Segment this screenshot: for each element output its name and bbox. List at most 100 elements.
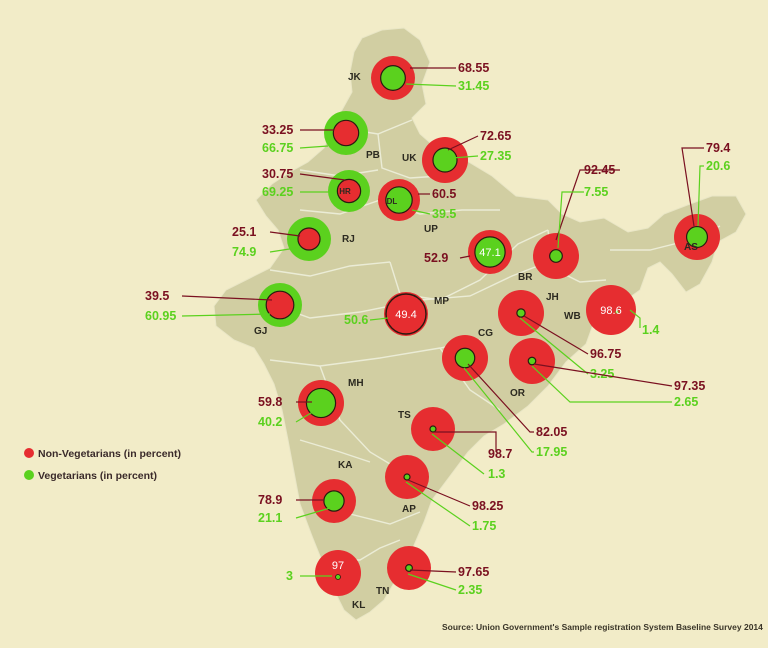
legend-non-veg-label: Non-Vegetarians (in percent) xyxy=(38,448,181,460)
veg-value-up: 47.1 xyxy=(479,247,500,259)
state-code-up: UP xyxy=(424,224,438,235)
veg-leader-br xyxy=(557,191,584,249)
veg-circle-ts xyxy=(429,425,437,433)
state-marker-ka: KA 78.9 21.1 xyxy=(258,460,356,525)
state-code-or: OR xyxy=(510,388,526,399)
non-veg-leader-cg xyxy=(467,363,534,433)
veg-value-mh: 40.2 xyxy=(258,415,282,429)
legend-non-veg-dot xyxy=(24,448,34,458)
state-marker-tn: TN 97.65 2.35 xyxy=(376,546,489,597)
veg-circle-cg xyxy=(454,347,476,369)
non-veg-value-ts: 98.7 xyxy=(488,447,512,461)
non-veg-circle-kl xyxy=(315,550,361,596)
non-veg-leader-hr xyxy=(299,173,346,181)
state-marker-hr: HR 30.75 69.25 xyxy=(262,167,370,212)
non-veg-value-mp: 49.4 xyxy=(395,309,416,321)
non-veg-value-ka: 78.9 xyxy=(258,493,282,507)
state-marker-uk: UK 72.65 27.35 xyxy=(402,129,511,183)
non-veg-value-wb: 98.6 xyxy=(600,305,621,317)
veg-leader-cg xyxy=(463,367,534,453)
non-veg-value-hr: 30.75 xyxy=(262,167,293,181)
state-code-ka: KA xyxy=(338,460,352,471)
veg-value-jh: 3.25 xyxy=(590,367,614,381)
veg-value-ap: 1.75 xyxy=(472,519,496,533)
state-marker-ts: TS 98.7 1.3 xyxy=(398,407,512,481)
non-veg-circle-hr xyxy=(336,178,362,204)
veg-value-hr: 69.25 xyxy=(262,185,293,199)
non-veg-value-gj: 39.5 xyxy=(145,289,169,303)
state-marker-cg: CG 82.05 17.95 xyxy=(442,328,567,459)
non-veg-leader-or xyxy=(533,363,673,387)
veg-circle-uk xyxy=(432,147,458,173)
legend-veg-dot xyxy=(24,470,34,480)
veg-value-br: 7.55 xyxy=(584,185,608,199)
veg-value-mp: 50.6 xyxy=(344,313,368,327)
veg-value-ka: 21.1 xyxy=(258,511,282,525)
veg-circle-br xyxy=(549,249,563,263)
state-code-jk: JK xyxy=(348,72,362,83)
veg-leader-pb xyxy=(299,145,329,149)
non-veg-circle-rj xyxy=(297,227,321,251)
non-veg-leader-gj xyxy=(181,295,273,301)
veg-value-as: 20.6 xyxy=(706,159,730,173)
non-veg-leader-rj xyxy=(269,231,301,237)
state-code-jh: JH xyxy=(546,292,559,303)
veg-leader-dl xyxy=(411,209,431,215)
state-marker-mp: 49.4 MP 50.6 xyxy=(344,292,449,336)
state-code-mh: MH xyxy=(348,378,364,389)
veg-circle-ka xyxy=(323,490,345,512)
state-marker-mh: MH 59.8 40.2 xyxy=(258,378,364,429)
veg-value-dl: 39.5 xyxy=(432,207,456,221)
state-code-hr: HR xyxy=(339,187,351,196)
state-code-ts: TS xyxy=(398,410,411,421)
non-veg-leader-tn xyxy=(409,569,457,573)
non-veg-leader-ts xyxy=(434,431,497,452)
non-veg-leader-ap xyxy=(407,479,471,507)
state-marker-as: AS 79.4 20.6 xyxy=(674,141,730,260)
state-code-tn: TN xyxy=(376,586,389,597)
veg-leader-ka xyxy=(295,507,331,519)
veg-circle-mh xyxy=(305,387,337,419)
veg-leader-or xyxy=(531,365,672,403)
non-veg-value-uk: 72.65 xyxy=(480,129,511,143)
state-marker-dl: DL 60.5 39.5 xyxy=(378,179,456,221)
veg-circle-up xyxy=(474,236,506,268)
veg-leader-jk xyxy=(405,83,457,87)
state-marker-ap: AP 98.25 1.75 xyxy=(385,455,503,533)
non-veg-circle-gj xyxy=(265,290,295,320)
state-code-pb: PB xyxy=(366,150,380,161)
veg-leader-tn xyxy=(407,573,457,591)
veg-leader-ap xyxy=(405,481,471,527)
non-veg-value-as: 79.4 xyxy=(706,141,730,155)
state-marker-jh: JH 96.75 3.25 xyxy=(498,290,621,381)
state-code-dl: DL xyxy=(387,197,398,206)
veg-value-gj: 60.95 xyxy=(145,309,176,323)
state-code-wb: WB xyxy=(564,311,581,322)
non-veg-value-jh: 96.75 xyxy=(590,347,621,361)
non-veg-value-dl: 60.5 xyxy=(432,187,456,201)
non-veg-circle-pb xyxy=(332,119,360,147)
state-code-cg: CG xyxy=(478,328,493,339)
source-note: Source: Union Government's Sample regist… xyxy=(442,622,763,632)
legend: Non-Vegetarians (in percent) Vegetarians… xyxy=(24,448,181,482)
state-markers: JK68.5531.45PB33.2566.75HR30.7569.25UK72… xyxy=(145,56,730,611)
non-veg-value-or: 97.35 xyxy=(674,379,705,393)
non-veg-leader-uk xyxy=(447,135,479,151)
non-veg-leader-as xyxy=(681,147,704,227)
non-veg-value-tn: 97.65 xyxy=(458,565,489,579)
state-marker-pb: PB 33.25 66.75 xyxy=(262,111,380,161)
veg-value-jk: 31.45 xyxy=(458,79,489,93)
veg-circle-or xyxy=(527,356,537,366)
non-veg-circle-wb xyxy=(586,285,636,335)
non-veg-inner-ring-mp xyxy=(385,293,427,335)
non-veg-value-ap: 98.25 xyxy=(472,499,503,513)
veg-circle-wb xyxy=(615,310,619,314)
state-code-br: BR xyxy=(518,272,533,283)
veg-circle-jk xyxy=(380,65,406,91)
non-veg-leader-up xyxy=(459,255,471,259)
veg-circle-as xyxy=(685,225,709,249)
non-veg-leader-br xyxy=(555,169,620,241)
veg-circle-kl xyxy=(335,574,341,580)
